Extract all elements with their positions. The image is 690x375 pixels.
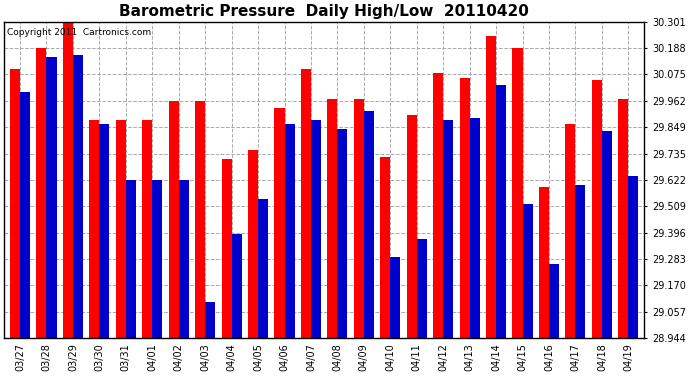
Bar bbox=[539, 188, 549, 338]
Title: Barometric Pressure  Daily High/Low  20110420: Barometric Pressure Daily High/Low 20110… bbox=[119, 4, 529, 19]
Bar bbox=[179, 180, 189, 338]
Bar bbox=[486, 36, 496, 338]
Bar bbox=[592, 80, 602, 338]
Bar bbox=[152, 180, 162, 338]
Bar bbox=[232, 234, 241, 338]
Bar bbox=[142, 120, 152, 338]
Bar bbox=[20, 92, 30, 338]
Bar bbox=[513, 48, 522, 338]
Bar bbox=[522, 204, 533, 338]
Bar bbox=[417, 239, 427, 338]
Bar bbox=[301, 69, 311, 338]
Bar bbox=[46, 57, 57, 338]
Bar bbox=[73, 55, 83, 338]
Bar bbox=[575, 185, 586, 338]
Bar bbox=[549, 264, 559, 338]
Bar bbox=[89, 120, 99, 338]
Bar bbox=[327, 99, 337, 338]
Bar bbox=[433, 73, 443, 338]
Bar bbox=[602, 132, 612, 338]
Bar bbox=[565, 124, 575, 338]
Bar bbox=[354, 99, 364, 338]
Bar bbox=[337, 129, 348, 338]
Bar bbox=[258, 199, 268, 338]
Bar bbox=[460, 78, 470, 338]
Bar bbox=[391, 257, 400, 338]
Bar bbox=[221, 159, 232, 338]
Bar bbox=[311, 120, 321, 338]
Text: Copyright 2011  Cartronics.com: Copyright 2011 Cartronics.com bbox=[8, 28, 152, 37]
Bar bbox=[496, 85, 506, 338]
Bar bbox=[618, 99, 629, 338]
Bar bbox=[116, 120, 126, 338]
Bar bbox=[248, 150, 258, 338]
Bar bbox=[37, 48, 46, 338]
Bar bbox=[10, 69, 20, 338]
Bar bbox=[99, 124, 110, 338]
Bar bbox=[275, 108, 284, 338]
Bar bbox=[284, 124, 295, 338]
Bar bbox=[205, 302, 215, 338]
Bar bbox=[629, 176, 638, 338]
Bar bbox=[380, 157, 391, 338]
Bar bbox=[443, 120, 453, 338]
Bar bbox=[126, 180, 136, 338]
Bar bbox=[406, 115, 417, 338]
Bar bbox=[63, 22, 73, 338]
Bar bbox=[168, 101, 179, 338]
Bar bbox=[364, 111, 374, 338]
Bar bbox=[470, 117, 480, 338]
Bar bbox=[195, 101, 205, 338]
